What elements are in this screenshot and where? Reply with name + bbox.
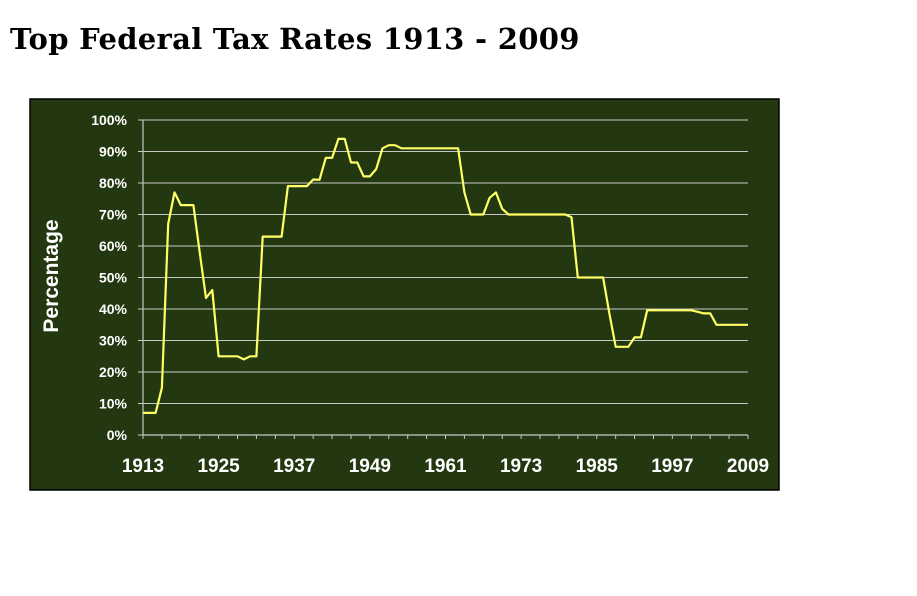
x-tick-label: 1913 xyxy=(122,456,164,477)
y-tick-label: 10% xyxy=(99,396,128,412)
series-line xyxy=(143,137,748,414)
y-tick-label: 50% xyxy=(99,270,128,286)
x-tick-label: 1937 xyxy=(273,456,315,477)
y-tick-label: 60% xyxy=(99,238,128,254)
x-tick-label: 1973 xyxy=(500,456,542,477)
gridlines xyxy=(143,119,748,404)
x-tick-label: 1997 xyxy=(651,456,693,477)
x-tick-label: 1985 xyxy=(576,456,619,477)
y-tick-label: 20% xyxy=(99,364,128,380)
x-tick-label: 1925 xyxy=(197,456,240,477)
page-title: Top Federal Tax Rates 1913 - 2009 xyxy=(10,22,580,56)
y-tick-label: 100% xyxy=(91,112,127,128)
x-tick-label: 2009 xyxy=(727,456,769,477)
y-tick-label: 80% xyxy=(99,175,128,191)
y-tick-label: 0% xyxy=(107,427,128,443)
x-tick-label: 1949 xyxy=(349,456,391,477)
x-tick-label: 1961 xyxy=(424,456,467,477)
x-tick-labels: 1913 1925 1937 1949 1961 1973 1985 1997 2009 xyxy=(122,456,769,477)
y-tick-labels: 0% 10% 20% 30% 40% 50% 60% 70% 80% 90% 100% xyxy=(91,112,127,443)
chart-frame xyxy=(29,98,780,491)
y-tick-label: 70% xyxy=(99,207,128,223)
series-group xyxy=(143,137,748,414)
axes xyxy=(138,119,749,439)
y-tick-label: 30% xyxy=(99,333,128,349)
y-axis-label: Percentage xyxy=(40,219,63,332)
y-tick-label: 90% xyxy=(99,144,128,160)
y-tick-label: 40% xyxy=(99,301,128,317)
